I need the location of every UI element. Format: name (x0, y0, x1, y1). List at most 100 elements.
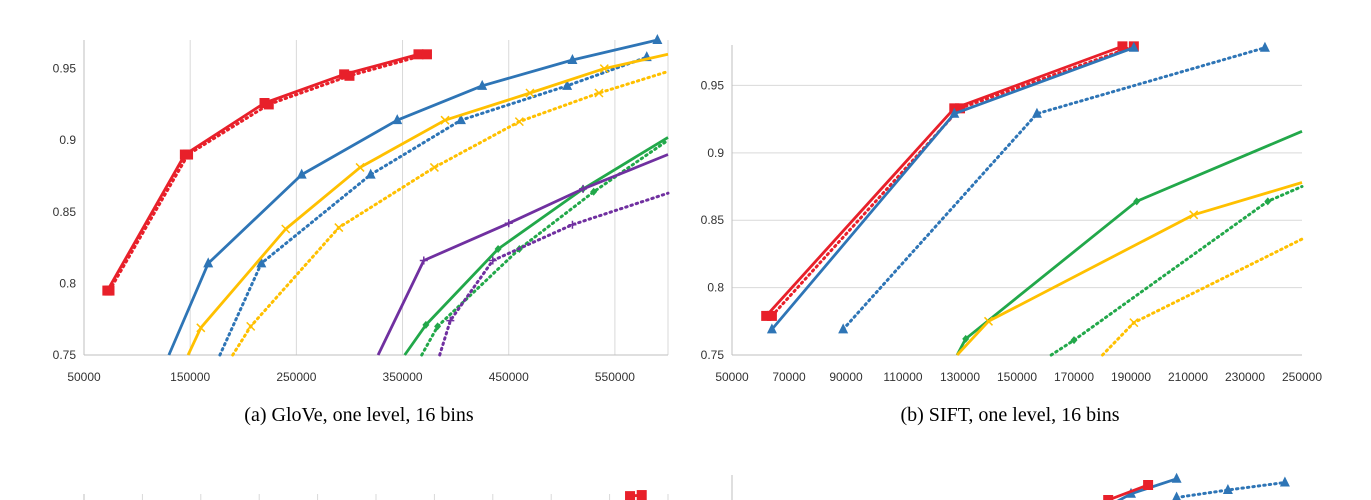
data-point (196, 323, 206, 333)
y-tick-label: 0.95 (53, 62, 77, 76)
data-point (525, 88, 535, 98)
data-point (562, 79, 573, 90)
data-point (296, 168, 307, 179)
data-point (434, 322, 442, 331)
series-line-6 (956, 181, 1303, 356)
data-point (455, 114, 466, 125)
data-point (263, 99, 274, 110)
data-point (579, 184, 588, 193)
data-point (440, 115, 450, 125)
data-point (1172, 491, 1181, 500)
series-line-1 (1105, 483, 1149, 500)
data-point (256, 257, 267, 268)
data-point (422, 320, 430, 329)
data-point (1128, 41, 1139, 52)
x-tick-label: 70000 (772, 370, 806, 384)
y-tick-label: 0.8 (59, 276, 76, 290)
data-point (955, 103, 965, 114)
data-point (339, 69, 350, 80)
data-point (568, 220, 577, 229)
data-point (1117, 41, 1128, 52)
data-point (355, 162, 365, 172)
x-tick-label: 90000 (829, 370, 863, 384)
data-point (488, 256, 497, 265)
data-point (1171, 472, 1182, 483)
x-tick-label: 170000 (1054, 370, 1094, 384)
data-point (766, 323, 777, 334)
data-point (429, 162, 439, 172)
data-point (365, 168, 376, 179)
y-tick-label: 0.85 (701, 213, 725, 227)
series-line-4 (186, 52, 669, 356)
data-point (599, 64, 609, 74)
data-point (1222, 484, 1233, 494)
data-point (766, 310, 777, 321)
series-line-0 (765, 44, 1123, 317)
series-line-0 (1116, 477, 1178, 500)
plot-area (761, 41, 1304, 357)
data-point (1103, 495, 1114, 500)
data-point (1189, 210, 1199, 220)
x-tick-label: 250000 (1282, 370, 1322, 384)
panel-c-partial-chart (83, 490, 669, 500)
data-point (949, 107, 960, 118)
data-point (1031, 107, 1042, 118)
series-line-3 (218, 55, 649, 357)
data-point (652, 34, 663, 44)
x-tick-label: 190000 (1111, 370, 1151, 384)
data-point (246, 321, 256, 331)
x-tick-label: 230000 (1225, 370, 1265, 384)
data-point (344, 70, 355, 81)
data-point (983, 316, 994, 326)
x-tick-label: 50000 (715, 370, 749, 384)
data-point (590, 187, 598, 196)
data-point (761, 310, 772, 321)
data-point (203, 257, 214, 268)
data-point (1133, 197, 1141, 206)
data-point (1143, 480, 1154, 490)
data-point (504, 219, 513, 228)
data-point (392, 114, 403, 125)
series-line-5 (1049, 185, 1304, 357)
y-tick-label: 0.8 (707, 281, 724, 295)
x-tick-label: 150000 (997, 370, 1037, 384)
panel-a-glove-chart: 50000 150000 250000 350000 450000 550000 0.75 0… (53, 34, 670, 384)
series-line-1 (108, 52, 429, 293)
data-point (477, 79, 488, 90)
data-point (334, 223, 344, 233)
data-point (281, 224, 291, 234)
y-tick-label: 0.75 (701, 348, 725, 362)
data-point (1279, 476, 1290, 487)
data-point (494, 245, 502, 254)
caption-panel-a: (a) GloVe, one level, 16 bins (244, 404, 474, 426)
x-tick-label: 110000 (883, 370, 922, 384)
caption-panel-b: (b) SIFT, one level, 16 bins (900, 404, 1119, 426)
data-point (183, 149, 194, 160)
series-line-4 (955, 130, 1303, 356)
data-point (1129, 318, 1139, 328)
panel-b-sift-chart: 50000 70000 90000 110000 130000 150000 170000 1… (701, 41, 1322, 384)
data-point (446, 316, 455, 325)
data-point (594, 88, 604, 98)
y-tick-label: 0.9 (707, 146, 724, 160)
data-point (1070, 336, 1078, 345)
data-point (625, 491, 636, 500)
y-tick-label: 0.9 (59, 133, 76, 147)
y-tick-label: 0.85 (53, 205, 77, 219)
data-point (419, 256, 428, 265)
x-tick-label: 350000 (383, 370, 423, 384)
plot-area (625, 490, 647, 500)
x-tick-label: 250000 (276, 370, 316, 384)
series-line-7 (420, 138, 670, 357)
data-point (636, 490, 647, 500)
x-tick-label: 150000 (170, 370, 210, 384)
panel-d-partial-chart (731, 472, 1290, 500)
x-tick-label: 50000 (67, 370, 101, 384)
data-point (567, 54, 578, 65)
plot-area (1103, 472, 1290, 500)
plot-area (102, 34, 670, 357)
data-point (1264, 197, 1272, 206)
data-point (413, 49, 424, 60)
x-tick-label: 210000 (1168, 370, 1208, 384)
